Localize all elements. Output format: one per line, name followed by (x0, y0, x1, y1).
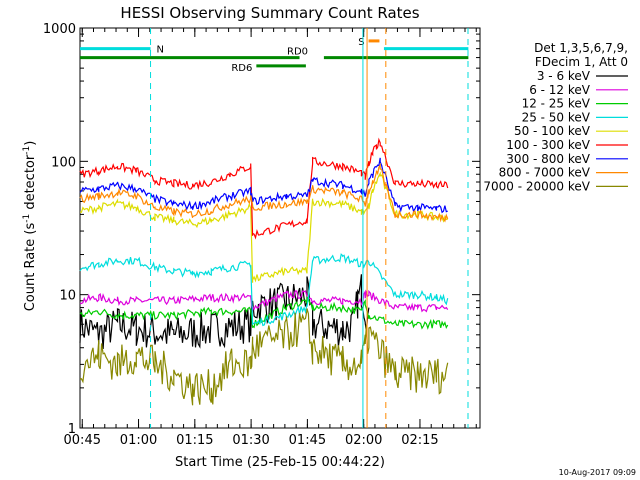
x-tick-label: 02:00 (345, 433, 382, 448)
x-tick-label: 00:45 (64, 433, 101, 448)
series-line (79, 171, 448, 283)
x-tick-label: 01:00 (120, 433, 157, 448)
plot-area: 1 10 100 1000 00:45 01:00 01:15 01:30 01:45 02:00… (43, 22, 481, 448)
legend-label: 7000 - 20000 keV (483, 179, 590, 193)
legend-label: 12 - 25 keV (522, 97, 591, 111)
legend-label: 3 - 6 keV (537, 69, 591, 83)
y-tick-label: 10 (59, 289, 76, 304)
series-line (79, 289, 449, 313)
legend-header-line-1: Det 1,3,5,6,7,9, (534, 41, 628, 55)
series-line (79, 308, 449, 406)
annotation-label: N (157, 45, 164, 56)
series-line (79, 253, 449, 327)
legend-label: 800 - 7000 keV (499, 166, 591, 180)
y-tick-label: 1000 (43, 22, 76, 37)
series-line (79, 162, 449, 223)
legend-label: 25 - 50 keV (522, 110, 591, 124)
annotation-label: RD6 (231, 63, 252, 74)
x-tick-label: 01:30 (232, 433, 269, 448)
plot-frame (79, 27, 481, 429)
footer-timestamp: 10-Aug-2017 09:09 (559, 468, 636, 477)
series-line (79, 137, 449, 240)
y-tick-label: 1 (68, 422, 76, 437)
series-line (79, 274, 370, 350)
legend-label: 300 - 800 keV (506, 152, 590, 166)
legend-label: 100 - 300 keV (506, 138, 590, 152)
annotation-label: S (358, 37, 364, 48)
x-tick-label: 01:15 (176, 433, 213, 448)
y-axis-label: Count Rate (s-1 detector-1) (22, 141, 38, 312)
legend-label: 6 - 12 keV (529, 83, 591, 97)
x-tick-label: 01:45 (289, 433, 326, 448)
chart-title: HESSI Observing Summary Count Rates (120, 4, 419, 22)
y-tick-label: 100 (51, 155, 76, 170)
legend-label: 50 - 100 keV (514, 124, 591, 138)
x-axis-label: Start Time (25-Feb-15 00:44:22) (175, 455, 385, 470)
x-tick-label: 02:15 (401, 433, 438, 448)
legend-header-line-2: FDecim 1, Att 0 (535, 55, 628, 69)
annotation-label: RD0 (287, 47, 308, 58)
